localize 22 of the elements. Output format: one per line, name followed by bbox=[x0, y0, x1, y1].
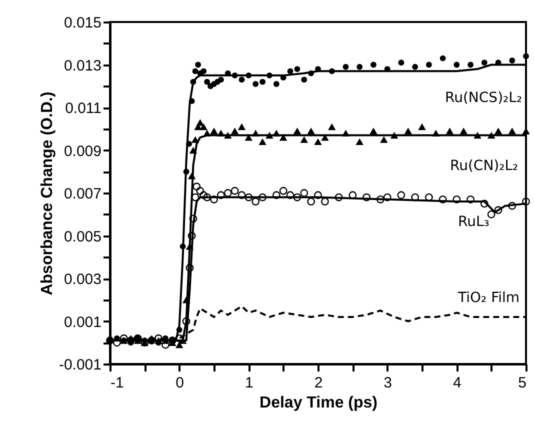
y-tick-label: 0.001 bbox=[64, 314, 102, 331]
annotation: RuL₃ bbox=[458, 214, 490, 230]
x-axis-title: Delay Time (ps) bbox=[260, 394, 378, 412]
x-tick-label: 3 bbox=[384, 374, 392, 392]
y-tick-label: -0.001 bbox=[58, 356, 102, 374]
x-tick-label: 4 bbox=[452, 374, 462, 392]
y-tick-label: 0.007 bbox=[64, 186, 102, 202]
annotation: Ru(CN)₂L₂ bbox=[450, 158, 518, 174]
y-tick-label: 0.013 bbox=[64, 57, 102, 74]
x-tick-label: 2 bbox=[314, 374, 323, 392]
x-tick-label: 5 bbox=[518, 374, 526, 392]
annotation: TiO₂ Film bbox=[457, 290, 520, 306]
y-tick-label: 0.003 bbox=[64, 271, 102, 288]
y-tick-label: 0.005 bbox=[64, 228, 102, 246]
annotation: Ru(NCS)₂L₂ bbox=[445, 90, 522, 106]
y-axis-title: Absorbance Change (O.D.) bbox=[38, 92, 56, 296]
y-tick-label: 0.011 bbox=[65, 100, 102, 117]
x-tick-label: 0 bbox=[176, 374, 184, 392]
y-tick-label: 0.009 bbox=[64, 142, 102, 160]
x-tick-label: -1 bbox=[110, 374, 124, 392]
y-tick-label: 0.015 bbox=[64, 14, 102, 32]
x-tick-label: 1 bbox=[244, 374, 254, 392]
